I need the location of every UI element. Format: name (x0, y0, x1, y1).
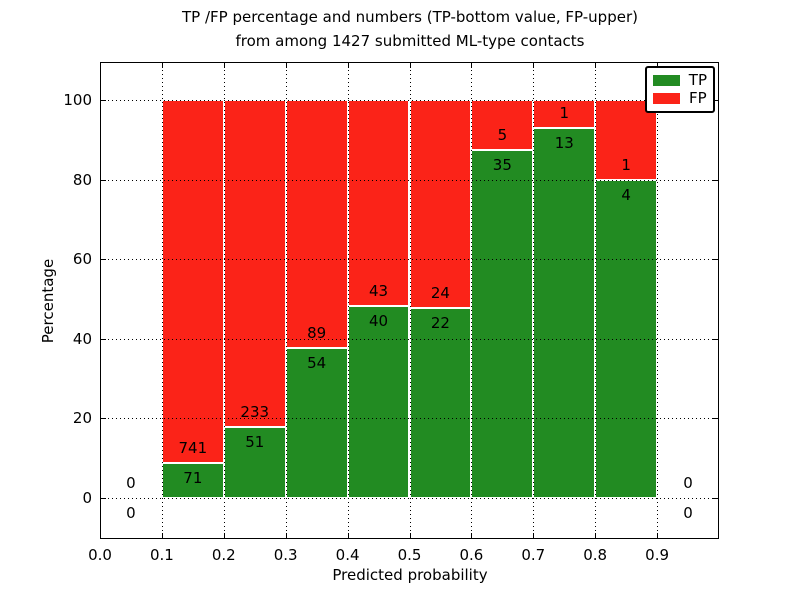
x-tick-label: 0.5 (397, 546, 422, 564)
bar-tp-segment (595, 179, 658, 498)
tick-mark (101, 100, 106, 101)
tick-mark (533, 63, 534, 68)
tick-mark (713, 179, 718, 181)
bar-tp-count-label: 0 (126, 504, 136, 522)
bar-fp-count-label: 1 (621, 155, 631, 174)
tick-mark (101, 179, 106, 181)
legend-label: TP (688, 70, 707, 89)
tick-mark (595, 63, 596, 68)
bar-fp-count-label: 0 (126, 474, 136, 492)
x-tick-label: 0.7 (521, 546, 546, 564)
bar-tp-count-label: 22 (430, 313, 450, 332)
bar-tp-segment (533, 128, 596, 498)
bar-fp-count-label: 1 (559, 104, 570, 123)
bar-fp-segment (161, 100, 224, 464)
bar-fp-segment (347, 100, 410, 307)
tick-mark (657, 533, 658, 538)
fp-swatch-icon (653, 93, 680, 105)
x-tick-label: 0.4 (335, 546, 360, 564)
tick-mark (348, 533, 349, 538)
x-tick-label: 0.6 (459, 546, 484, 564)
bar-fp-count-label: 5 (497, 125, 508, 144)
y-tick-label: 60 (72, 250, 92, 269)
tick-mark (100, 63, 101, 68)
tick-mark (101, 259, 106, 261)
x-tick-label: 0.1 (149, 546, 174, 564)
bar-fp-count-label: 0 (683, 474, 693, 492)
x-tick-label: 0.8 (583, 546, 608, 564)
tick-mark (224, 63, 225, 68)
x-tick-label: 0.2 (211, 546, 236, 564)
tick-mark (286, 63, 287, 68)
bar-tp-count-label: 35 (492, 155, 512, 174)
bar-tp-segment (223, 426, 286, 498)
y-tick-label: 80 (72, 170, 92, 189)
y-tick-label: 100 (63, 91, 92, 109)
bar-tp-count-label: 51 (245, 432, 265, 451)
bar-tp-count-label: 0 (683, 504, 693, 522)
tick-mark (713, 498, 718, 499)
bar-tp-count-label: 40 (369, 312, 389, 331)
bar-tp-count-label: 13 (554, 134, 574, 153)
tick-mark (101, 338, 106, 340)
bar-fp-count-label: 24 (430, 283, 450, 302)
tick-mark (471, 63, 472, 68)
bar-fp-count-label: 89 (307, 323, 327, 342)
tick-mark (101, 498, 106, 499)
tick-mark (286, 533, 287, 538)
bar-fp-segment (533, 100, 596, 129)
legend: TP FP (645, 66, 715, 113)
bar-tp-segment (471, 149, 534, 498)
tick-mark (100, 533, 101, 538)
chart-title-line1: TP /FP percentage and numbers (TP-bottom… (182, 8, 638, 26)
tick-mark (101, 418, 106, 420)
bar-tp-segment (347, 306, 410, 498)
bar-fp-count-label: 741 (178, 439, 208, 458)
x-tick-label: 0.0 (88, 546, 112, 564)
tick-mark (410, 63, 411, 68)
h-gridline (100, 498, 719, 499)
tick-mark (162, 63, 163, 68)
y-axis-label: Percentage (39, 258, 57, 344)
x-tick-label: 0.9 (645, 546, 670, 564)
tick-mark (533, 533, 534, 538)
y-tick-label: 0 (82, 489, 92, 507)
tick-mark (224, 533, 225, 538)
bar-fp-count-label: 233 (240, 402, 270, 421)
x-tick-label: 0.3 (273, 546, 298, 564)
bar-fp-segment (409, 100, 472, 308)
bar-tp-segment (161, 463, 224, 498)
bar-tp-segment (409, 307, 472, 498)
x-axis-label: Predicted probability (332, 566, 488, 584)
v-gridline (657, 62, 658, 539)
bar-fp-count-label: 43 (369, 282, 389, 301)
plot-area: 0 0 71 741 51 233 54 89 40 43 22 24 35 5 13 1 4 1 0 0 (100, 62, 719, 539)
bar-tp-count-label: 54 (307, 353, 327, 372)
tick-mark (471, 533, 472, 538)
bar-fp-segment (223, 100, 286, 427)
bar-tp-count-label: 4 (621, 185, 631, 204)
legend-label: FP (689, 89, 707, 108)
tick-mark (713, 418, 718, 420)
legend-entry-tp: TP (653, 70, 707, 89)
tick-mark (713, 338, 718, 340)
legend-entry-fp: FP (653, 91, 707, 106)
tick-mark (348, 63, 349, 68)
tick-mark (410, 533, 411, 538)
bar-tp-count-label: 71 (183, 469, 203, 488)
tick-mark (162, 533, 163, 538)
tp-swatch-icon (653, 74, 680, 86)
tick-mark (595, 533, 596, 538)
tick-mark (713, 259, 718, 261)
y-tick-label: 20 (72, 409, 92, 428)
chart-title-line2: from among 1427 submitted ML-type contac… (235, 32, 585, 50)
y-tick-label: 40 (72, 329, 92, 348)
bar-fp-segment (285, 100, 348, 348)
